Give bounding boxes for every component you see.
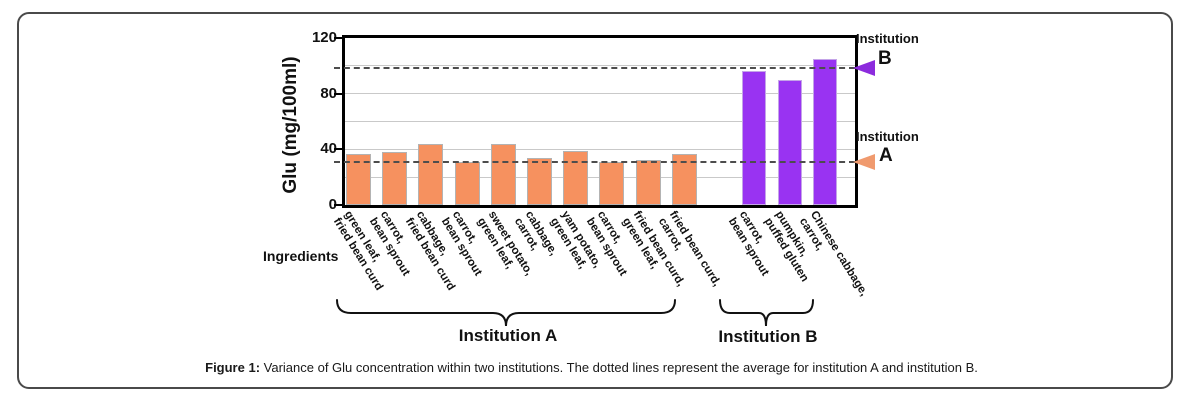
y-tick-mark — [334, 148, 342, 151]
average-line-institution-b — [334, 66, 855, 69]
institution-a-average-arrow-icon — [853, 153, 875, 170]
bar-institution-a — [454, 161, 480, 205]
bar-institution-a — [418, 143, 444, 205]
bar-institution-a — [490, 143, 516, 205]
annotation-institution-a-letter: A — [879, 145, 893, 166]
figure-caption: Figure 1: Variance of Glu concentration … — [0, 360, 1183, 375]
y-tick-label: 40 — [320, 140, 337, 158]
gridline — [345, 121, 855, 122]
group-label-institution-b: Institution B — [718, 327, 818, 346]
institution-b-brace — [719, 299, 814, 327]
figure-caption-label: Figure 1: — [205, 360, 261, 375]
bar-institution-b — [777, 79, 802, 205]
bar-institution-b — [813, 58, 838, 205]
y-tick-mark — [334, 37, 342, 39]
institution-a-brace — [336, 299, 676, 327]
group-label-institution-a: Institution A — [458, 326, 558, 345]
bar-institution-a — [563, 150, 589, 205]
figure-caption-text: Variance of Glu concentration within two… — [260, 360, 978, 375]
annotation-institution-b-letter: B — [878, 48, 892, 69]
annotation-institution-a-word: Institution — [856, 129, 919, 144]
gridline — [345, 93, 855, 95]
bar-institution-a — [635, 160, 661, 205]
y-tick-label: 120 — [311, 29, 337, 46]
y-tick-mark — [334, 204, 342, 206]
average-line-institution-a — [334, 160, 855, 163]
y-tick-mark — [334, 92, 342, 95]
bar-institution-a — [527, 157, 552, 205]
bar-institution-a — [599, 161, 625, 205]
y-tick-label: 0 — [328, 196, 337, 213]
plot-area — [334, 35, 858, 208]
institution-b-average-arrow-icon — [853, 59, 875, 76]
gridline — [345, 65, 855, 67]
y-tick-label: 80 — [320, 84, 337, 102]
y-axis-title: Glu (mg/100ml) — [280, 56, 301, 194]
bar-institution-b — [741, 71, 766, 205]
x-axis-title: Ingredients — [263, 248, 339, 264]
gridline — [345, 148, 855, 150]
annotation-institution-b-word: Institution — [856, 31, 919, 46]
